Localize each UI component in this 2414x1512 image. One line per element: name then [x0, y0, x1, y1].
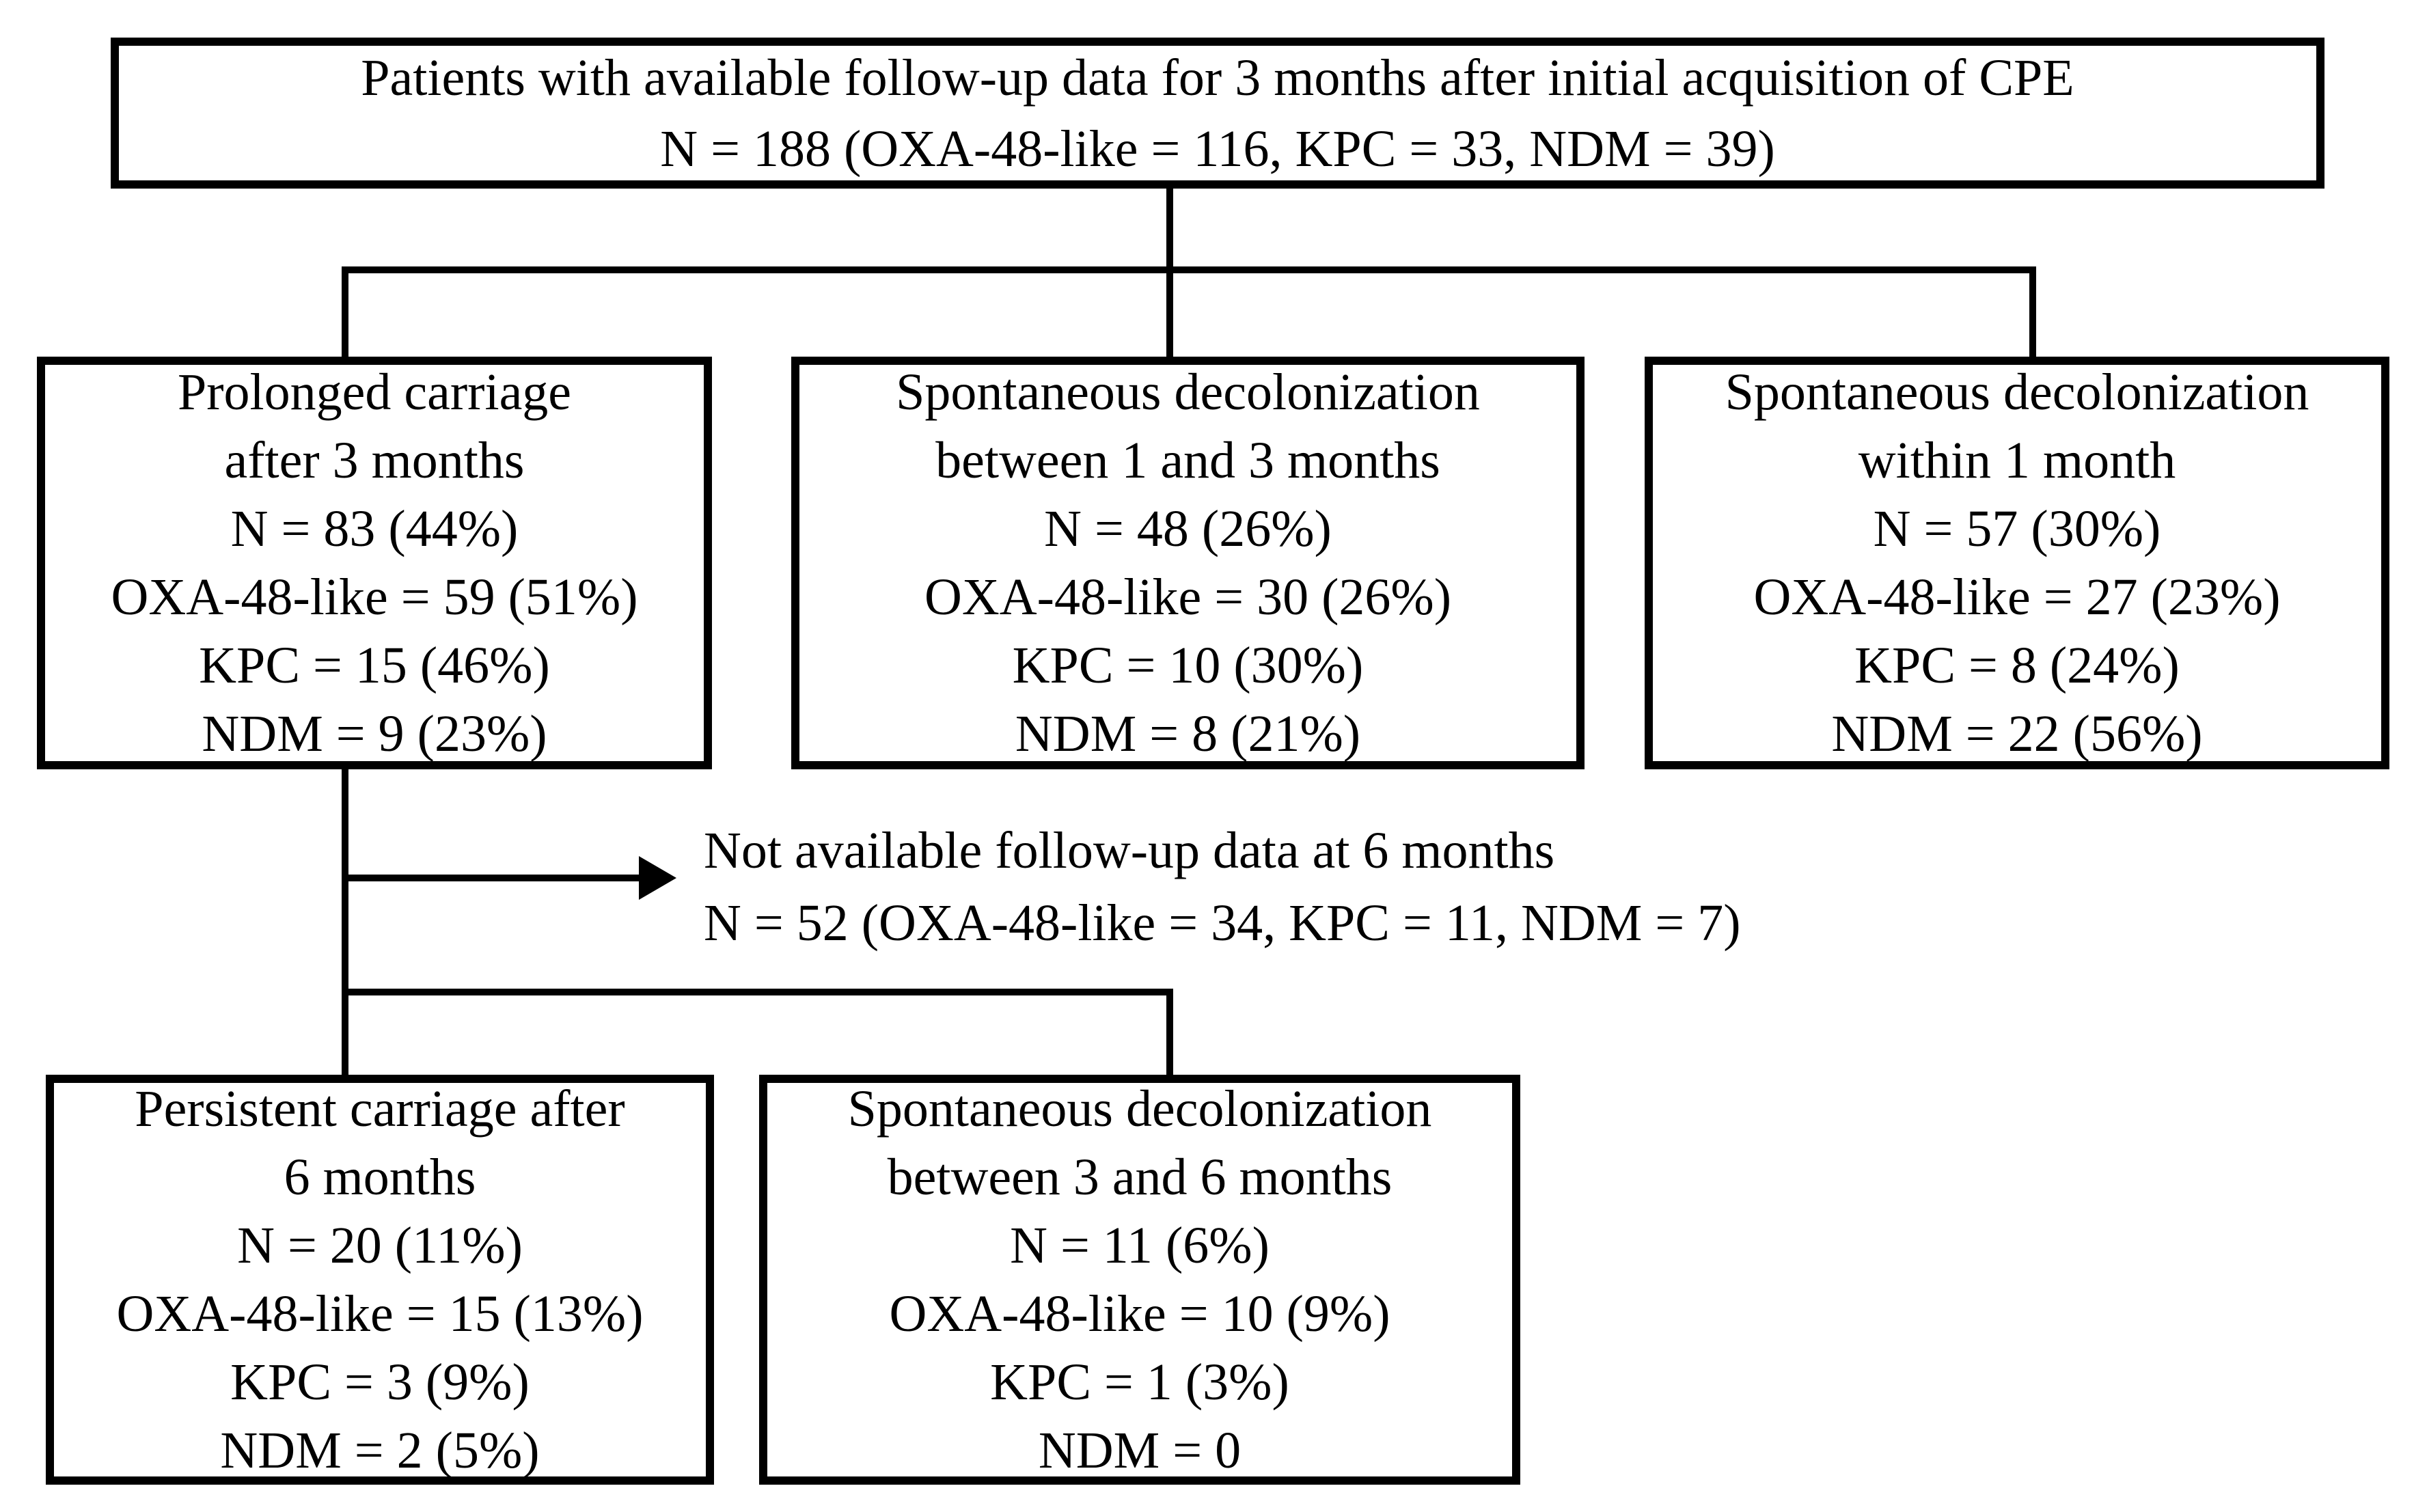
box-root-patients: Patients with available follow-up data f…	[111, 38, 2324, 189]
box-persistent-kpc: KPC = 3 (9%)	[230, 1353, 530, 1411]
box-persistent-subtitle: 6 months	[284, 1149, 476, 1206]
connector-branch-bottom	[342, 989, 1173, 995]
connector-stub-left	[342, 266, 348, 357]
box-spont36-subtitle: between 3 and 6 months	[887, 1149, 1393, 1206]
box-root-counts: N = 188 (OXA-48-like = 116, KPC = 33, ND…	[660, 120, 1775, 178]
box-persistent-ndm: NDM = 2 (5%)	[220, 1422, 540, 1479]
annotation-counts: N = 52 (OXA-48-like = 34, KPC = 11, NDM …	[704, 894, 1741, 952]
box-prolonged-n: N = 83 (44%)	[230, 500, 519, 558]
connector-stub-right	[2029, 266, 2036, 357]
box-prolonged-kpc: KPC = 15 (46%)	[199, 637, 550, 694]
box-spontaneous-decolonization-3-6-months: Spontaneous decolonization between 3 and…	[759, 1075, 1520, 1485]
annotation-line: Not available follow-up data at 6 months	[704, 822, 1555, 879]
box-root-line: Patients with available follow-up data f…	[361, 49, 2074, 107]
connector-stub-bottom-center	[1166, 989, 1173, 1076]
box-spont36-title: Spontaneous decolonization	[847, 1080, 1432, 1138]
box-spont36-kpc: KPC = 1 (3%)	[990, 1353, 1289, 1411]
box-persistent-carriage-6-months: Persistent carriage after 6 months N = 2…	[46, 1075, 714, 1485]
box-spont1-oxa: OXA-48-like = 27 (23%)	[1753, 568, 2281, 626]
box-prolonged-title: Prolonged carriage	[177, 363, 572, 421]
box-spont13-title: Spontaneous decolonization	[896, 363, 1480, 421]
box-prolonged-carriage: Prolonged carriage after 3 months N = 83…	[37, 357, 712, 769]
box-prolonged-ndm: NDM = 9 (23%)	[202, 705, 547, 762]
box-prolonged-subtitle: after 3 months	[224, 432, 525, 489]
connector-branch-top	[342, 266, 2036, 273]
connector-exclusion-arrow-shaft	[345, 875, 639, 881]
box-spont1-subtitle: within 1 month	[1858, 432, 2176, 489]
box-spont13-kpc: KPC = 10 (30%)	[1012, 637, 1364, 694]
connector-prolonged-stem	[342, 769, 348, 1076]
box-spont1-n: N = 57 (30%)	[1873, 500, 2161, 558]
box-spont13-subtitle: between 1 and 3 months	[935, 432, 1440, 489]
box-persistent-oxa: OXA-48-like = 15 (13%)	[116, 1285, 644, 1343]
box-spontaneous-decolonization-1-3-months: Spontaneous decolonization between 1 and…	[791, 357, 1585, 769]
arrow-head-icon	[639, 856, 676, 900]
box-spont36-n: N = 11 (6%)	[1010, 1217, 1270, 1274]
box-spont36-ndm: NDM = 0	[1038, 1422, 1242, 1479]
box-spont13-n: N = 48 (26%)	[1044, 500, 1332, 558]
box-spontaneous-decolonization-within-1-month: Spontaneous decolonization within 1 mont…	[1645, 357, 2389, 769]
box-spont1-title: Spontaneous decolonization	[1725, 363, 2309, 421]
box-prolonged-oxa: OXA-48-like = 59 (51%)	[111, 568, 638, 626]
box-spont13-ndm: NDM = 8 (21%)	[1015, 705, 1361, 762]
box-spont13-oxa: OXA-48-like = 30 (26%)	[924, 568, 1452, 626]
box-spont36-oxa: OXA-48-like = 10 (9%)	[889, 1285, 1390, 1343]
box-persistent-n: N = 20 (11%)	[237, 1217, 523, 1274]
box-spont1-ndm: NDM = 22 (56%)	[1831, 705, 2203, 762]
box-persistent-title: Persistent carriage after	[135, 1080, 625, 1138]
box-spont1-kpc: KPC = 8 (24%)	[1854, 637, 2180, 694]
annotation-not-available-followup: Not available follow-up data at 6 months…	[704, 814, 1741, 959]
